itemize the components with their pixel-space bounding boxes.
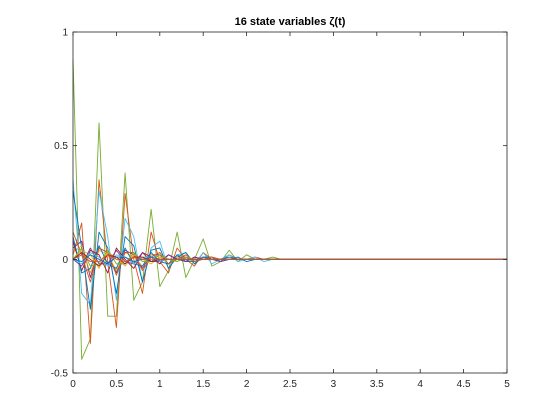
x-tick-label: 1.5 <box>196 379 210 390</box>
series-line-16 <box>72 254 507 263</box>
y-tick-label: -0.5 <box>51 369 69 380</box>
x-tick-label: 4.5 <box>457 379 471 390</box>
x-tick-label: 0 <box>70 379 76 390</box>
series-line-3 <box>72 179 507 306</box>
x-tick-label: 5 <box>504 379 510 390</box>
x-tick-label: 1 <box>157 379 163 390</box>
x-tick-label: 4 <box>417 379 423 390</box>
ticks-layer: 0 0.5 1 1.5 2 2.5 3 3.5 4 4.5 5-0.500.51 <box>51 28 510 391</box>
series-line-1 <box>72 59 507 360</box>
series-line-8 <box>72 236 507 274</box>
series-layer <box>72 59 507 360</box>
y-tick-label: 0 <box>62 255 68 266</box>
x-tick-label: 3 <box>331 379 337 390</box>
x-tick-label: 3.5 <box>370 379 384 390</box>
x-tick-label: 2.5 <box>283 379 297 390</box>
axes-box <box>72 31 508 374</box>
y-tick-label: 1 <box>62 28 68 39</box>
x-tick-label: 2 <box>244 379 250 390</box>
y-tick-label: 0.5 <box>54 141 68 152</box>
chart-title: 16 state variables ζ(t) <box>235 16 346 28</box>
x-tick-label: 0.5 <box>109 379 123 390</box>
